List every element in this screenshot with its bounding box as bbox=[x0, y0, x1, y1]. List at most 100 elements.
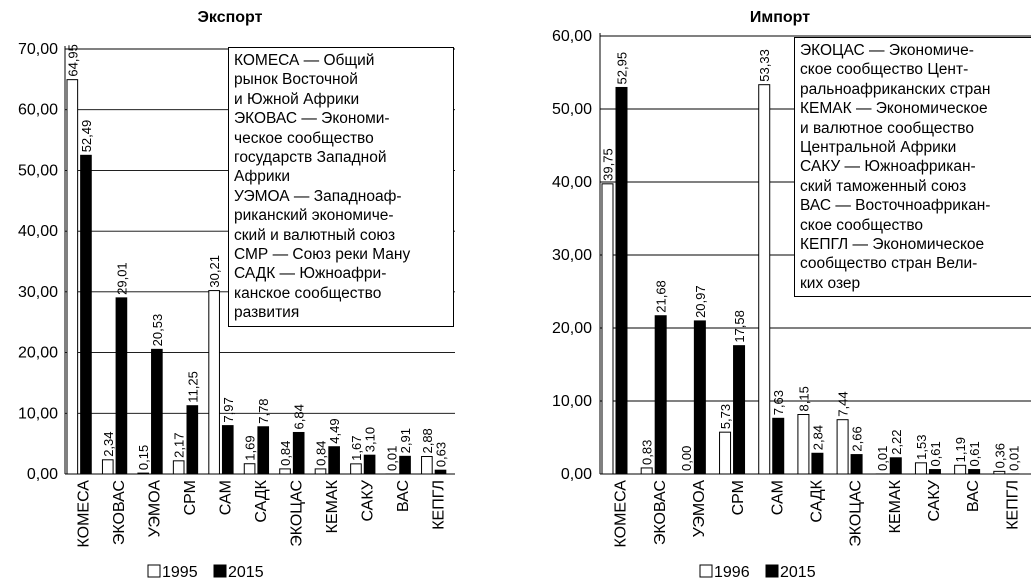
x-tick-label: ЭКОВАС bbox=[111, 480, 128, 545]
legend-swatch-2015 bbox=[765, 564, 779, 578]
data-label: 1,19 bbox=[953, 437, 968, 462]
data-label: 0,00 bbox=[679, 446, 694, 471]
y-tick-label: 0,00 bbox=[561, 466, 592, 483]
note-line: САДК — Южноафри- bbox=[234, 265, 387, 283]
legend-swatch-1996 bbox=[699, 564, 713, 578]
data-label: 52,95 bbox=[615, 52, 630, 85]
bar-1996-4 bbox=[758, 84, 771, 475]
data-label: 2,88 bbox=[420, 428, 435, 453]
bar-2015-5 bbox=[811, 452, 824, 475]
data-label: 0,15 bbox=[136, 445, 151, 470]
data-label: 0,84 bbox=[314, 441, 329, 466]
bar-1995-2 bbox=[137, 472, 150, 475]
note-line: канское сообщество bbox=[234, 284, 382, 302]
data-label: 7,44 bbox=[836, 391, 851, 416]
data-label: 21,68 bbox=[654, 280, 669, 313]
bar-2015-4 bbox=[221, 425, 234, 475]
data-label: 2,22 bbox=[889, 429, 904, 454]
bar-2015-6 bbox=[850, 454, 863, 475]
data-label: 2,84 bbox=[810, 425, 825, 450]
bar-1996-8 bbox=[914, 462, 927, 475]
note-line: риканский экономиче- bbox=[234, 207, 394, 225]
note-line: Центральной Африки bbox=[800, 139, 957, 157]
bar-2015-10 bbox=[434, 469, 447, 475]
x-tick-label: КЕМАК bbox=[887, 479, 904, 533]
y-tick-label: 20,00 bbox=[552, 320, 592, 337]
bar-2015-7 bbox=[328, 446, 340, 475]
x-tick-label: СРМ bbox=[182, 480, 199, 515]
import-abbreviations-note: ЭКОЦАС — Экономиче-ское сообщество Цент-… bbox=[794, 37, 1031, 298]
data-label: 0,36 bbox=[992, 443, 1007, 468]
export-abbreviations-note: КОМЕСА — Общий рынок Восточной и Южной Афр… bbox=[228, 47, 454, 327]
x-tick-label: КЕПГЛ bbox=[1004, 480, 1021, 530]
bar-1995-6 bbox=[279, 468, 291, 475]
note-line: КЕМАК — Экономическое bbox=[800, 100, 988, 118]
x-tick-label: УЭМОА bbox=[691, 480, 708, 538]
bar-2015-2 bbox=[151, 348, 163, 475]
data-label: 0,61 bbox=[967, 441, 982, 466]
x-tick-label: ЭКОВАС bbox=[652, 480, 669, 545]
data-label: 1,67 bbox=[349, 436, 364, 461]
note-line: ВАС — Восточноафрикан- bbox=[800, 197, 991, 215]
data-label: 29,01 bbox=[114, 262, 129, 295]
y-tick-label: 10,00 bbox=[552, 393, 592, 410]
data-label: 8,15 bbox=[796, 386, 811, 411]
data-label: 53,33 bbox=[757, 49, 772, 82]
note-line: ский и валютный союз bbox=[234, 226, 396, 244]
y-tick-label: 70,00 bbox=[18, 41, 58, 58]
data-label: 2,34 bbox=[101, 431, 116, 456]
bar-1996-9 bbox=[954, 464, 967, 475]
note-line: государств Западной bbox=[234, 149, 387, 167]
note-line: КЕПГЛ — Экономическое bbox=[800, 236, 985, 254]
data-label: 4,49 bbox=[327, 418, 342, 443]
data-label: 2,17 bbox=[172, 433, 187, 458]
y-tick-label: 40,00 bbox=[552, 174, 592, 191]
bar-1996-1 bbox=[640, 467, 653, 475]
data-label: 30,21 bbox=[207, 255, 222, 288]
x-tick-label: УЭМОА bbox=[147, 480, 164, 538]
x-tick-label: САМ bbox=[769, 480, 786, 515]
data-label: 11,25 bbox=[185, 371, 200, 403]
bar-2015-2 bbox=[693, 320, 706, 475]
x-tick-label: САДК bbox=[809, 479, 826, 522]
data-label: 5,73 bbox=[718, 404, 733, 429]
bar-1995-3 bbox=[172, 460, 185, 475]
x-tick-label: КОМЕСА bbox=[76, 480, 93, 548]
note-line: ЭКОЦАС — Экономиче- bbox=[800, 42, 974, 59]
y-tick-label: 10,00 bbox=[18, 405, 58, 422]
data-label: 6,84 bbox=[292, 404, 307, 429]
x-tick-label: КЕМАК bbox=[324, 479, 341, 533]
y-tick-label: 0,00 bbox=[27, 466, 58, 483]
note-line: развития bbox=[234, 304, 300, 322]
legend-swatch-2015 bbox=[213, 564, 227, 578]
bar-1996-3 bbox=[719, 431, 732, 475]
note-line: САКУ — Южноафрикан- bbox=[800, 158, 976, 176]
bar-2015-9 bbox=[968, 469, 981, 475]
bar-1995-0 bbox=[66, 79, 79, 475]
bar-2015-8 bbox=[928, 469, 941, 475]
x-tick-label: САМ bbox=[218, 480, 235, 515]
x-tick-label: САКУ bbox=[926, 479, 943, 521]
bar-1995-4 bbox=[208, 290, 220, 475]
data-label: 0,01 bbox=[384, 446, 399, 471]
data-label: 64,95 bbox=[65, 44, 80, 77]
note-line: УЭМОА — Западноаф- bbox=[234, 187, 402, 205]
legend-label-2015: 2015 bbox=[228, 564, 264, 581]
data-label: 52,49 bbox=[79, 120, 94, 153]
data-label: 39,75 bbox=[601, 148, 616, 181]
x-tick-label: ВАС bbox=[395, 480, 412, 512]
bar-1995-7 bbox=[314, 468, 327, 475]
note-line: ское сообщество Цент- bbox=[800, 61, 969, 79]
data-label: 0,63 bbox=[434, 442, 449, 467]
data-label: 20,53 bbox=[150, 314, 165, 347]
data-label: 2,91 bbox=[398, 428, 413, 453]
data-label: 0,83 bbox=[640, 440, 655, 465]
legend-label-2015: 2015 bbox=[780, 564, 816, 581]
note-line: сообщество стран Вели- bbox=[800, 255, 978, 273]
bar-2015-0 bbox=[80, 154, 92, 475]
bar-1995-8 bbox=[350, 463, 362, 475]
note-line: ческое сообщество bbox=[234, 129, 374, 147]
bar-2015-7 bbox=[889, 457, 902, 475]
bar-2015-4 bbox=[772, 417, 785, 475]
